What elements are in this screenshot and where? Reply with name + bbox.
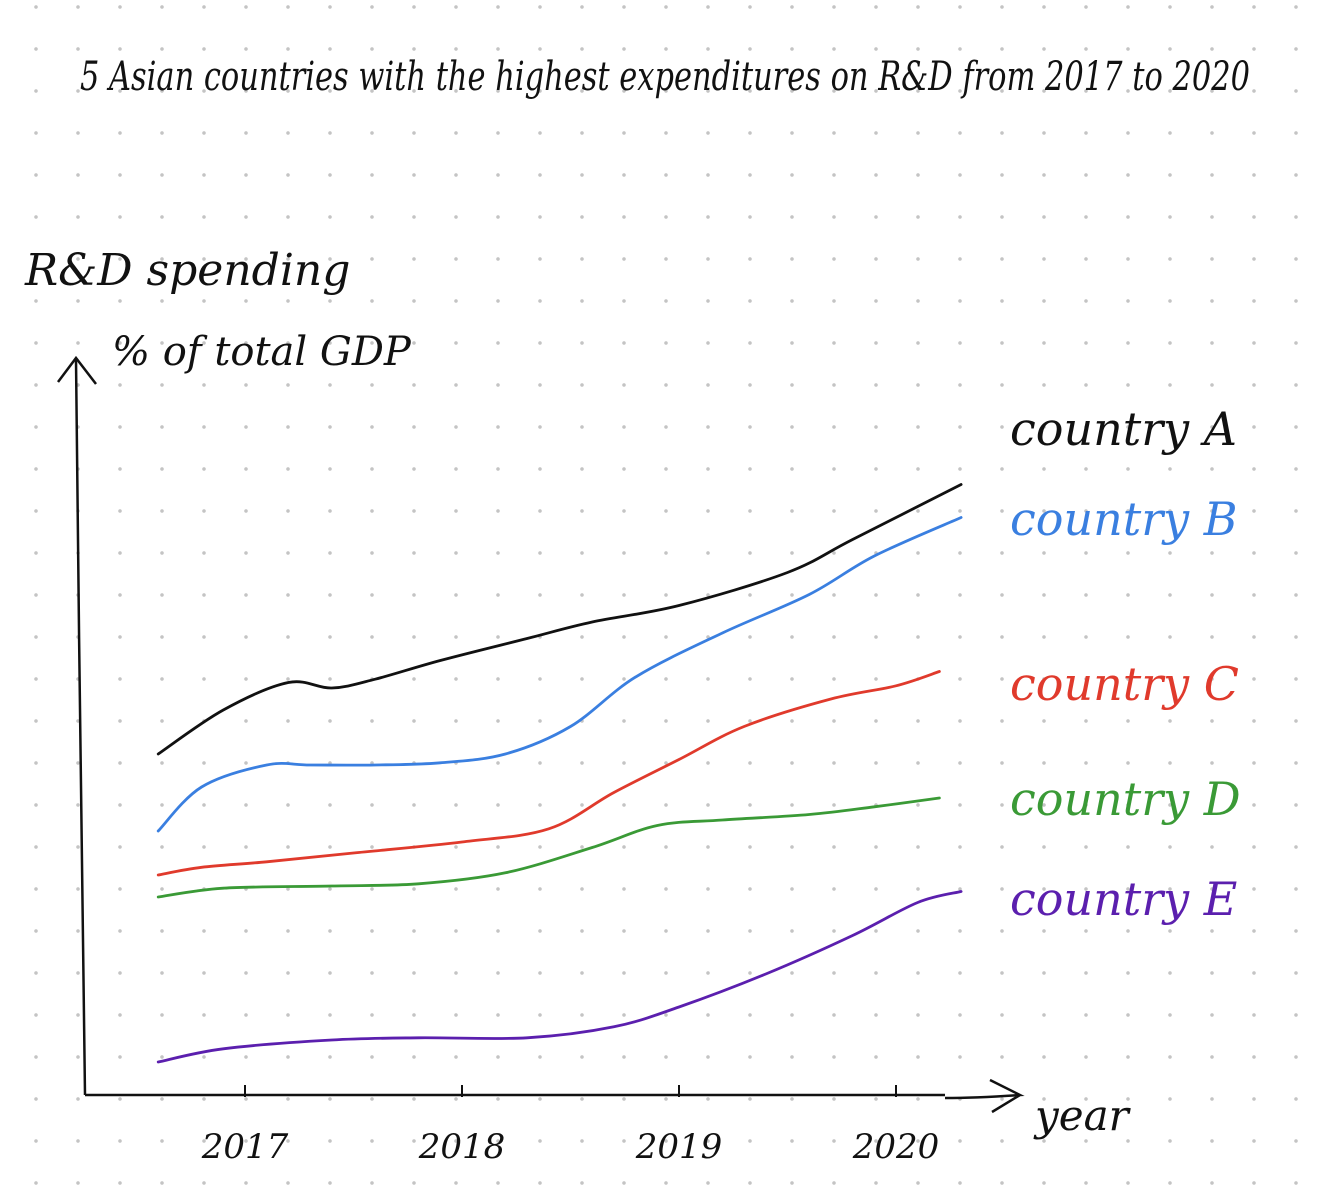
legend-label-country-d: country D <box>1010 772 1241 826</box>
series-line-country-a <box>156 483 963 756</box>
series-line-country-e <box>156 890 963 1064</box>
legend-label-country-b: country B <box>1010 492 1238 546</box>
series-line-country-c <box>156 670 941 877</box>
y-axis-arrowhead <box>57 355 97 385</box>
x-tick-label: 2019 <box>635 1127 723 1167</box>
chart-title: 5 Asian countries with the highest expen… <box>80 54 1250 100</box>
series-line-country-d <box>156 796 941 899</box>
y-axis-unit: % of total GDP <box>112 329 412 375</box>
legend-label-country-e: country E <box>1010 872 1237 926</box>
y-axis <box>74 359 87 1096</box>
series-line-country-b <box>156 516 963 833</box>
series-lines <box>156 483 963 1064</box>
x-axis-label: year <box>1033 1091 1132 1140</box>
x-ticks: 2017 2018 2019 2020 <box>201 1085 940 1167</box>
x-tick-label: 2018 <box>418 1127 506 1167</box>
legend-label-country-c: country C <box>1010 657 1239 711</box>
x-tick-label: 2020 <box>852 1127 940 1167</box>
y-axis-label: R&D spending <box>24 245 350 296</box>
x-tick-label: 2017 <box>201 1127 289 1167</box>
series-labels: country A country B country C country D coun… <box>1010 402 1241 926</box>
legend-label-country-a: country A <box>1010 402 1237 456</box>
x-axis-arrowhead <box>944 1078 1025 1114</box>
